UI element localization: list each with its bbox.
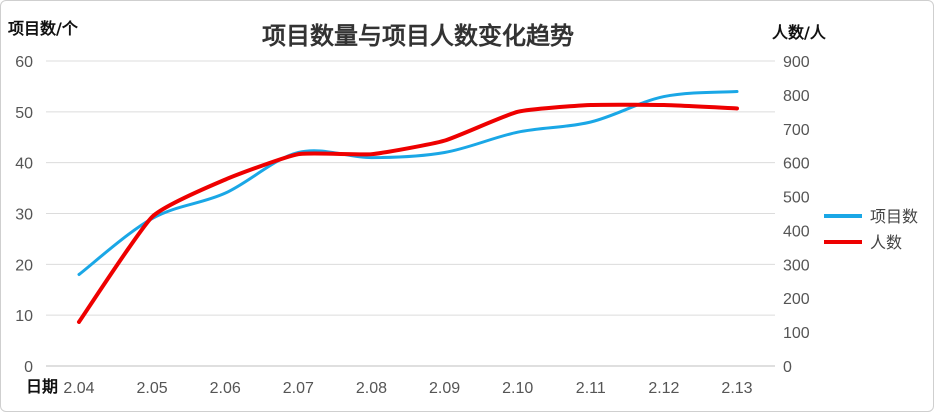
y-tick-label: 0 (24, 359, 33, 376)
x-axis-title: 日期 (26, 377, 58, 396)
x-tick-label: 2.04 (63, 380, 94, 397)
legend-label: 项目数 (870, 207, 918, 226)
x-tick-label: 2.06 (210, 380, 241, 397)
y-axis-title: 项目数/个 (8, 19, 79, 38)
legend-label: 人数 (870, 233, 902, 252)
series-line-projects (77, 90, 739, 276)
y-tick-label: 60 (15, 54, 33, 71)
y2-tick-label: 200 (783, 291, 810, 308)
y-tick-label: 10 (15, 308, 33, 325)
gridlines (46, 60, 775, 367)
y2-tick-label: 300 (783, 257, 810, 274)
y-tick-label: 40 (15, 156, 33, 173)
chart-title: 项目数量与项目人数变化趋势 (262, 22, 574, 50)
y2-tick-label: 400 (783, 223, 810, 240)
y2-tick-label: 600 (783, 156, 810, 173)
x-tick-label: 2.08 (356, 380, 387, 397)
y2-tick-label: 500 (783, 190, 810, 207)
y2-axis-ticks: 0 100 200 300 400 500 600 700 800 900 (783, 54, 810, 376)
x-tick-label: 2.10 (502, 380, 533, 397)
y2-axis-title: 人数/人 (772, 23, 827, 42)
y-tick-label: 50 (15, 105, 33, 122)
y2-tick-label: 0 (783, 359, 792, 376)
y2-tick-label: 800 (783, 88, 810, 105)
series-line-people (77, 102, 739, 324)
x-tick-label: 2.05 (137, 380, 168, 397)
y2-tick-label: 900 (783, 54, 810, 71)
y-tick-label: 20 (15, 257, 33, 274)
series-lines (77, 90, 739, 324)
y2-tick-label: 100 (783, 325, 810, 342)
x-tick-label: 2.13 (721, 380, 752, 397)
x-tick-label: 2.09 (429, 380, 460, 397)
x-axis-ticks: 2.04 2.05 2.06 2.07 2.08 2.09 2.10 2.11 2.12 2.13 (63, 380, 752, 397)
x-tick-label: 2.07 (283, 380, 314, 397)
y2-tick-label: 700 (783, 122, 810, 139)
x-tick-label: 2.11 (576, 380, 606, 397)
y-tick-label: 30 (15, 207, 33, 224)
x-tick-label: 2.12 (648, 380, 679, 397)
y-axis-ticks: 0 10 20 30 40 50 60 (15, 54, 33, 376)
